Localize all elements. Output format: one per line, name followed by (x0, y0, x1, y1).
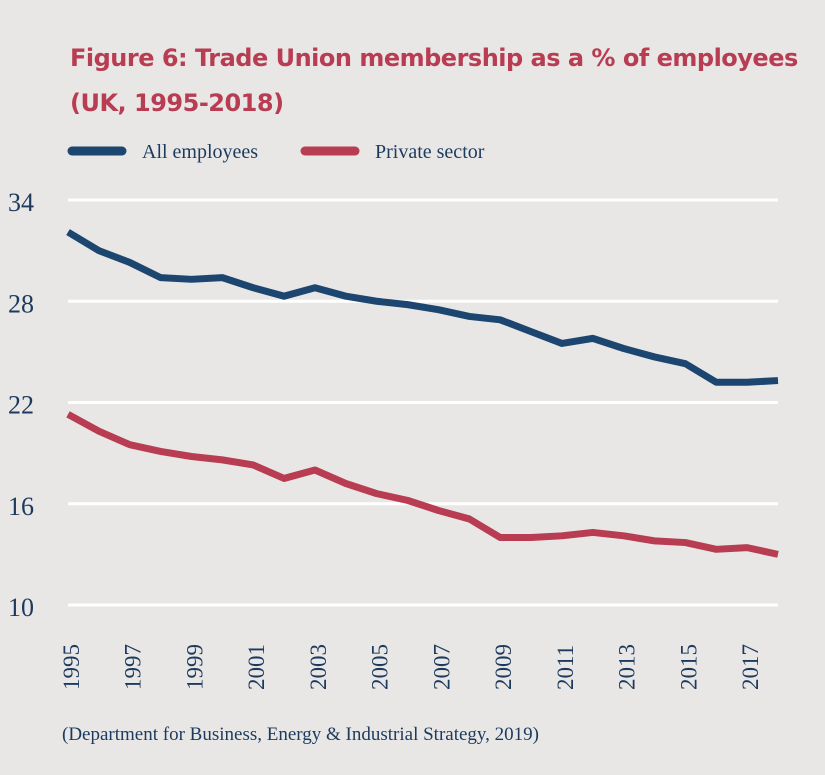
x-tick-label: 1997 (121, 644, 146, 690)
y-tick-label: 10 (8, 593, 34, 622)
legend-label: All employees (142, 141, 258, 163)
x-tick-label: 2001 (244, 644, 269, 690)
x-tick-label: 2005 (368, 644, 393, 690)
x-tick-label: 1995 (59, 644, 84, 690)
legend-label: Private sector (375, 141, 485, 163)
x-tick-label: 2017 (738, 644, 763, 690)
source-note: (Department for Business, Energy & Indus… (62, 724, 540, 745)
x-tick-label: 2003 (306, 644, 331, 690)
series-line-private-sector (66, 411, 779, 558)
series-line-all-employees (66, 229, 779, 386)
y-tick-label: 28 (8, 289, 34, 318)
y-tick-label: 34 (8, 188, 34, 217)
y-tick-label: 16 (8, 492, 34, 521)
chart-title: Figure 6: Trade Union membership as a % … (70, 44, 798, 117)
x-tick-label: 1999 (182, 644, 207, 690)
x-tick-label: 2009 (491, 644, 516, 690)
x-tick-label: 2015 (676, 644, 701, 690)
y-tick-label: 22 (8, 391, 34, 420)
x-tick-label: 2013 (615, 644, 640, 690)
x-tick-label: 2011 (553, 645, 578, 690)
x-tick-label: 2007 (429, 644, 454, 690)
